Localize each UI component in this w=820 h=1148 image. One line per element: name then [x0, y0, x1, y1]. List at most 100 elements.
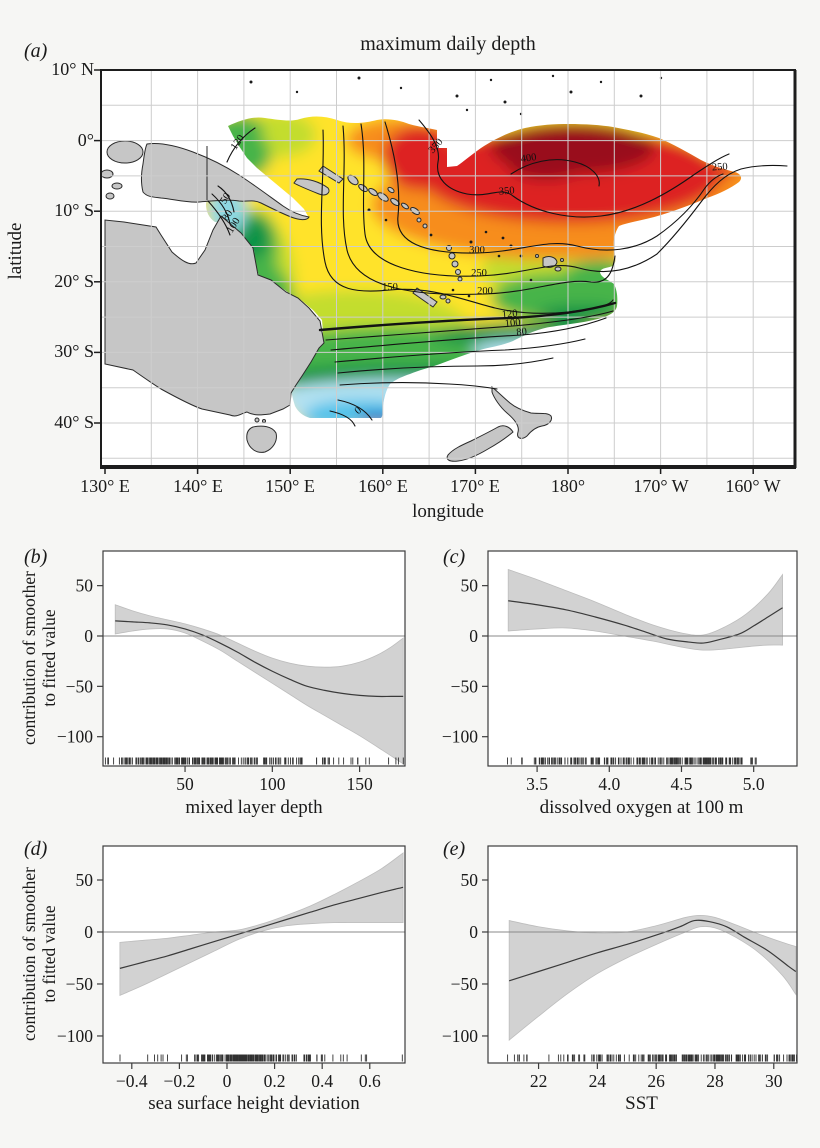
contour-label: 150	[382, 282, 398, 293]
map-xtick: 150° E	[265, 476, 315, 496]
plot-frame	[487, 845, 798, 1064]
vanuatu	[446, 245, 463, 282]
svg-text:−0.4: −0.4	[116, 1071, 148, 1091]
map-ytick: 30° S	[54, 341, 94, 361]
xlabel-mixed-layer-depth: mixed layer depth	[185, 797, 323, 818]
rug-ticks	[507, 1054, 797, 1062]
map-xtick: 130° E	[80, 476, 130, 496]
contour-label: 200	[477, 286, 493, 297]
map-xtick: 170° E	[450, 476, 500, 496]
smoother-panel-e: 22 24 26 28 30 50 0 −50 −100	[442, 845, 798, 1091]
svg-text:5.0: 5.0	[743, 774, 765, 794]
graticule	[101, 70, 795, 467]
svg-text:4.0: 4.0	[598, 774, 620, 794]
map-tick-marks	[94, 69, 754, 474]
svg-text:−50: −50	[451, 974, 479, 994]
svg-text:22: 22	[530, 1071, 548, 1091]
birds-head	[106, 140, 144, 164]
axis-ticks	[97, 879, 371, 1069]
xlabel-dissolved-oxygen: dissolved oxygen at 100 m	[539, 797, 744, 818]
contour-label: 250	[471, 268, 487, 279]
map-title: maximum daily depth	[360, 33, 536, 55]
smoother-curve	[508, 919, 797, 982]
svg-text:0: 0	[223, 1071, 232, 1091]
smoother-panel-b: 50 100 150 50 0 −50 −100	[57, 550, 406, 794]
map-xtick: 170° W	[633, 476, 689, 496]
australia	[104, 215, 325, 417]
rug-ticks	[104, 757, 404, 765]
contour-label: 80	[220, 208, 235, 223]
plot-frame	[487, 550, 798, 767]
map-frame	[100, 69, 797, 469]
svg-text:0: 0	[84, 922, 93, 942]
small-islands	[249, 74, 663, 298]
map-ytick: 20° S	[54, 271, 94, 291]
svg-text:−50: −50	[451, 676, 479, 696]
svg-text:28: 28	[706, 1071, 724, 1091]
svg-text:0.2: 0.2	[264, 1071, 286, 1091]
svg-text:50: 50	[176, 774, 194, 794]
svg-text:0.4: 0.4	[311, 1071, 333, 1091]
new-britain	[293, 178, 330, 196]
rug-ticks	[119, 1054, 403, 1062]
svg-text:−100: −100	[442, 727, 478, 747]
contour-label: 120	[501, 308, 518, 321]
plot-frame	[102, 845, 406, 1064]
confidence-band	[507, 568, 783, 651]
panel-d-label: (d)	[24, 838, 48, 860]
svg-text:−0.2: −0.2	[164, 1071, 196, 1091]
tasmania	[246, 425, 277, 453]
axis-ticks	[482, 879, 775, 1069]
map-xtick: 160° W	[725, 476, 781, 496]
map-ytick: 40° S	[54, 412, 94, 432]
svg-text:0: 0	[469, 922, 478, 942]
svg-text:−100: −100	[57, 727, 93, 747]
svg-text:3.5: 3.5	[526, 774, 548, 794]
svg-text:26: 26	[647, 1071, 665, 1091]
contour-label: 0	[353, 405, 364, 417]
svg-text:50: 50	[461, 576, 479, 596]
svg-text:50: 50	[461, 870, 479, 890]
panel-e-label: (e)	[443, 838, 466, 860]
map-ytick: 10° N	[51, 59, 94, 79]
contour-label: 250	[712, 161, 728, 173]
map-xtick: 180°	[550, 476, 586, 496]
map-ytick: 10° S	[54, 200, 94, 220]
svg-text:4.5: 4.5	[671, 774, 693, 794]
map-panel: 1205080100350400350300250200150250120100…	[94, 69, 797, 474]
svg-text:−100: −100	[57, 1026, 93, 1046]
smoother-curve	[115, 620, 404, 698]
svg-text:150: 150	[346, 774, 373, 794]
axis-tick-labels: 22 24 26 28 30 50 0 −50 −100	[442, 870, 783, 1091]
axis-tick-labels: 50 100 150 50 0 −50 −100	[57, 576, 373, 794]
axis-tick-labels: 3.5 4.0 4.5 5.0 50 0 −50 −100	[442, 576, 765, 794]
plot-frame	[102, 550, 406, 767]
axis-ticks	[97, 585, 361, 772]
contour-label: 50	[218, 191, 233, 206]
svg-text:0: 0	[469, 626, 478, 646]
contour-label: 400	[520, 152, 537, 165]
axis-tick-labels: −0.4 −0.2 0 0.2 0.4 0.6 50 0 −50 −100	[57, 870, 381, 1091]
new-guinea	[141, 143, 310, 221]
smoother-curve	[119, 886, 404, 969]
smoother-panel-d: −0.4 −0.2 0 0.2 0.4 0.6 50 0 −50 −100	[57, 845, 406, 1091]
panel-b-label: (b)	[24, 546, 48, 568]
map-ytick: 0°	[77, 130, 94, 150]
panel-a-label: (a)	[24, 40, 48, 62]
svg-text:24: 24	[589, 1071, 607, 1091]
contour-label: 300	[469, 245, 485, 256]
map-xtick: 140° E	[173, 476, 223, 496]
svg-text:−100: −100	[442, 1026, 478, 1046]
svg-text:−50: −50	[66, 676, 94, 696]
map-xtick: 160° E	[358, 476, 408, 496]
smoother-panel-c: 3.5 4.0 4.5 5.0 50 0 −50 −100	[442, 550, 798, 794]
landmasses	[101, 74, 663, 462]
contour-labels: 1205080100350400350300250200150250120100…	[218, 133, 728, 417]
panel-c-label: (c)	[443, 546, 466, 568]
contour-label: 80	[516, 326, 528, 338]
axis-ticks	[482, 585, 755, 772]
xlabel-ssh-deviation: sea surface height deviation	[148, 1093, 360, 1114]
svg-text:0.6: 0.6	[359, 1071, 381, 1091]
rug-ticks	[507, 757, 757, 765]
